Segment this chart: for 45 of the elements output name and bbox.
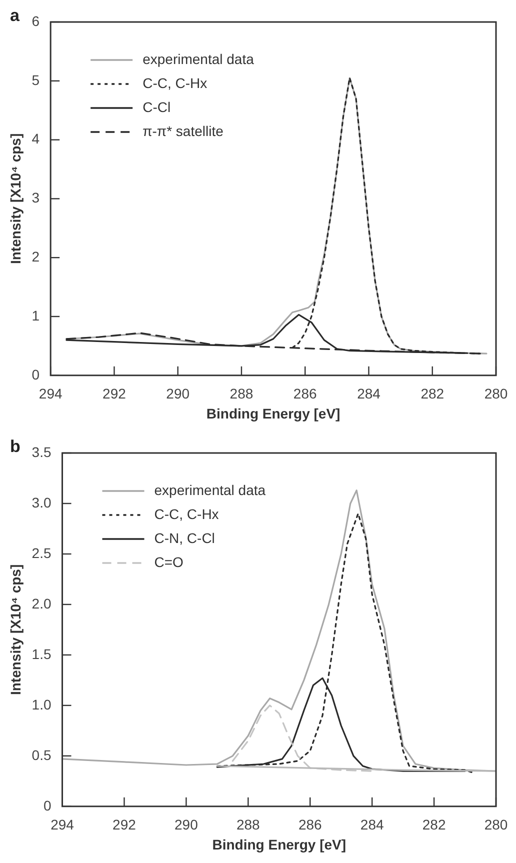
x-tick-label: 286 (298, 816, 322, 833)
x-tick-label: 292 (112, 816, 136, 833)
x-tick-label: 280 (484, 816, 508, 833)
y-tick-label: 0 (32, 366, 40, 382)
legend-label: C-Cl (142, 98, 171, 115)
y-tick-label: 1.0 (32, 696, 52, 712)
x-tick-label: 282 (420, 386, 444, 402)
x-tick-label: 280 (484, 386, 508, 402)
y-tick-label: 3.0 (32, 494, 52, 510)
y-tick-label: 2.5 (32, 544, 52, 561)
legend-label: C-N, C-Cl (154, 530, 215, 546)
x-tick-label: 284 (357, 386, 381, 402)
y-tick-label: 5 (32, 72, 40, 88)
y-tick-label: 3 (32, 190, 40, 206)
y-tick-label: 2 (32, 248, 40, 264)
x-tick-label: 286 (293, 386, 317, 402)
y-axis-title: Intensity [X10⁴ cps] (7, 564, 24, 696)
legend-label: experimental data (154, 482, 266, 498)
chart-title: b (10, 437, 20, 456)
y-axis-title: Intensity [X10⁴ cps] (7, 133, 24, 264)
legend-label: C-C, C-Hx (154, 506, 219, 522)
x-tick-label: 294 (38, 386, 62, 402)
x-tick-label: 288 (230, 386, 254, 402)
x-tick-label: 290 (166, 386, 190, 402)
legend-label: π-π* satellite (142, 122, 224, 139)
x-tick-label: 292 (102, 386, 126, 402)
x-axis-title: Binding Energy [eV] (212, 836, 346, 852)
y-tick-label: 1 (32, 307, 40, 324)
x-tick-label: 282 (422, 816, 446, 833)
y-tick-label: 3.5 (32, 444, 52, 460)
y-tick-label: 2.0 (32, 595, 52, 612)
y-tick-label: 1.5 (32, 646, 52, 662)
chart-title: a (10, 6, 20, 26)
y-tick-label: 6 (32, 12, 40, 29)
legend-label: C-C, C-Hx (142, 74, 208, 91)
y-tick-label: 0.5 (32, 746, 52, 763)
legend-label: C=O (154, 554, 184, 570)
x-tick-label: 294 (50, 816, 74, 833)
y-tick-label: 0 (43, 797, 52, 814)
x-tick-label: 290 (174, 816, 198, 833)
x-axis-title: Binding Energy [eV] (206, 405, 340, 422)
legend-label: experimental data (142, 50, 254, 67)
x-tick-label: 288 (236, 816, 260, 833)
y-tick-label: 4 (32, 130, 40, 147)
x-tick-label: 284 (360, 816, 384, 833)
